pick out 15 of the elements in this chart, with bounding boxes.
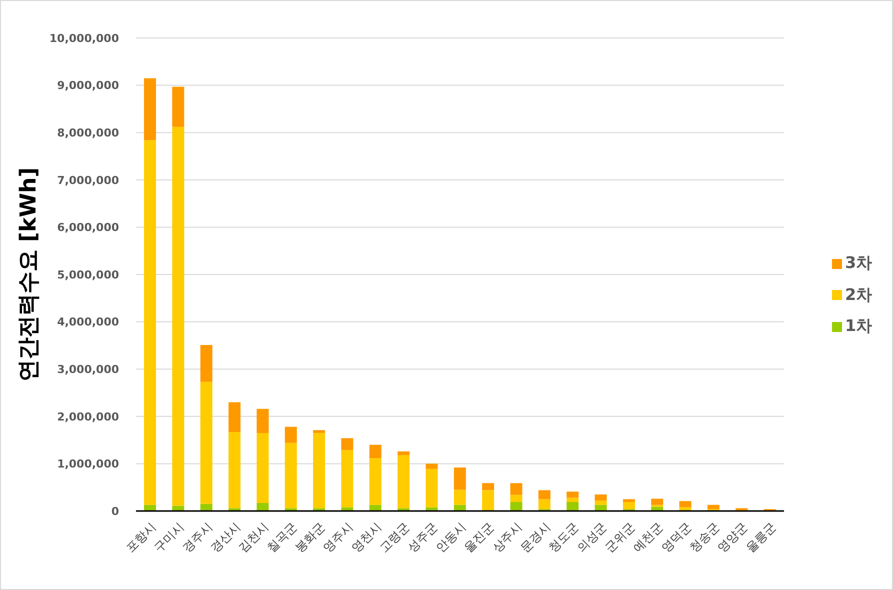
y-tick-label: 7,000,000 (57, 174, 120, 187)
y-tick-label: 3,000,000 (57, 363, 120, 376)
y-tick-label: 4,000,000 (57, 316, 120, 329)
legend-label: 1차 (845, 316, 872, 337)
y-tick-label: 8,000,000 (57, 126, 120, 140)
legend-label: 2차 (845, 284, 872, 306)
y-tick-label: 0 (111, 504, 120, 518)
y-axis-title: 연간전력수요 [kWh] (16, 167, 42, 382)
y-tick-label: 6,000,000 (57, 221, 120, 234)
y-tick-label: 5,000,000 (57, 268, 120, 282)
y-tick-label: 9,000,000 (57, 79, 120, 92)
y-tick-label: 10,000,000 (49, 32, 120, 45)
legend-label: 3차 (845, 253, 872, 274)
y-tick-label: 1,000,000 (57, 458, 120, 471)
y-tick-label: 2,000,000 (57, 410, 120, 424)
